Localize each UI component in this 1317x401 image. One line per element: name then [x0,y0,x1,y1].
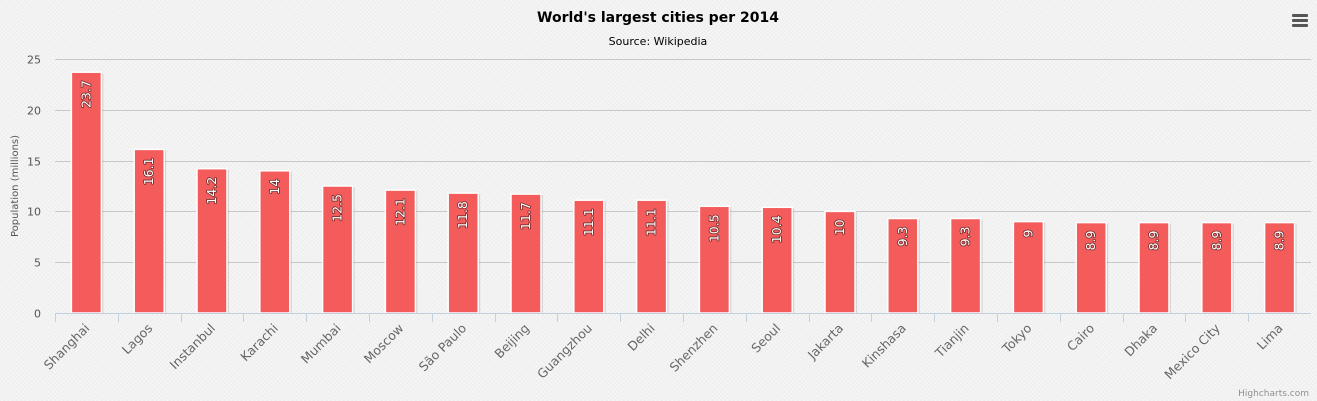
bar-series [70,71,1297,314]
data-label: 11.1 [644,208,659,236]
x-tick-label: Kinshasa [859,321,909,371]
x-tick-label: Mumbai [298,321,344,367]
x-tick-label: Dhaka [1121,321,1160,360]
x-tick-label: Cairo [1064,321,1097,354]
bar[interactable] [259,170,291,314]
data-labels: 23.7 16.1 14.2 14 12.5 12.1 11.8 11.7 11.1 11.1 10… [78,79,1288,251]
data-label: 23.7 [78,80,93,108]
x-tick-label: Tokyo [998,321,1034,357]
x-tick-label: Shenzhen [666,321,720,375]
x-tick-label: Mexico City [1161,320,1223,382]
y-tick-label: 0 [34,308,41,321]
y-tick-label: 5 [34,257,41,270]
bar[interactable] [635,199,668,314]
x-tick-label: Jakarta [804,321,846,363]
data-label: 11.7 [518,202,533,230]
grid-lines [55,59,1311,263]
data-label: 10.5 [706,214,721,242]
x-tick-label: Guangzhou [534,321,595,382]
bar[interactable] [196,167,228,314]
bar[interactable] [1201,221,1233,314]
bar[interactable] [1138,221,1170,314]
y-tick-label: 10 [27,206,41,219]
data-label: 12.5 [330,194,345,222]
bar[interactable] [133,148,165,314]
data-label: 12.1 [392,198,407,226]
bar[interactable] [321,185,354,314]
bar[interactable] [698,205,731,314]
data-label: 14.2 [204,177,219,205]
y-tick-label: 15 [27,156,41,169]
x-tick-label: Moscow [361,321,407,367]
data-label: 9.3 [958,227,973,247]
x-tick-label: São Paulo [416,321,470,375]
x-tick-label: Shanghai [41,321,93,373]
bar[interactable] [384,189,417,314]
data-label: 8.9 [1272,231,1287,251]
data-label: 14 [267,179,282,195]
data-label: 16.1 [141,157,156,185]
credits-link[interactable]: Highcharts.com [1238,389,1309,399]
data-label: 9.3 [895,227,910,247]
data-label: 9 [1020,230,1035,238]
y-axis-title: Population (millions) [10,135,21,237]
y-tick-label: 20 [27,105,41,118]
x-tick-label: Tianjin [931,321,971,361]
bar[interactable] [510,193,542,314]
x-tick-label: Karachi [237,321,281,365]
x-tick-label: Beijing [491,321,532,362]
bar[interactable] [887,217,919,314]
data-label: 8.9 [1209,231,1224,251]
y-tick-label: 25 [27,54,41,67]
chart-title: World's largest cities per 2014 [537,10,779,26]
bar[interactable] [70,71,103,314]
bar[interactable] [573,199,605,314]
x-tick-label: Lima [1254,321,1286,353]
x-tick-label: Delhi [624,321,657,354]
data-label: 10.4 [769,215,784,243]
data-label: 11.1 [581,208,596,236]
data-label: 10 [832,219,847,235]
data-label: 11.8 [455,201,470,229]
bar[interactable] [949,217,982,314]
data-label: 8.9 [1146,231,1161,251]
data-label: 8.9 [1083,231,1098,251]
hamburger-menu-icon[interactable] [1285,8,1313,32]
x-tick-label: Seoul [748,321,783,356]
bar[interactable] [1012,220,1045,314]
chart-subtitle: Source: Wikipedia [609,35,708,48]
x-tick-label: Lagos [119,321,156,358]
x-tick-label: Instanbul [167,321,219,373]
bar[interactable] [824,210,856,314]
bar[interactable] [761,206,793,314]
